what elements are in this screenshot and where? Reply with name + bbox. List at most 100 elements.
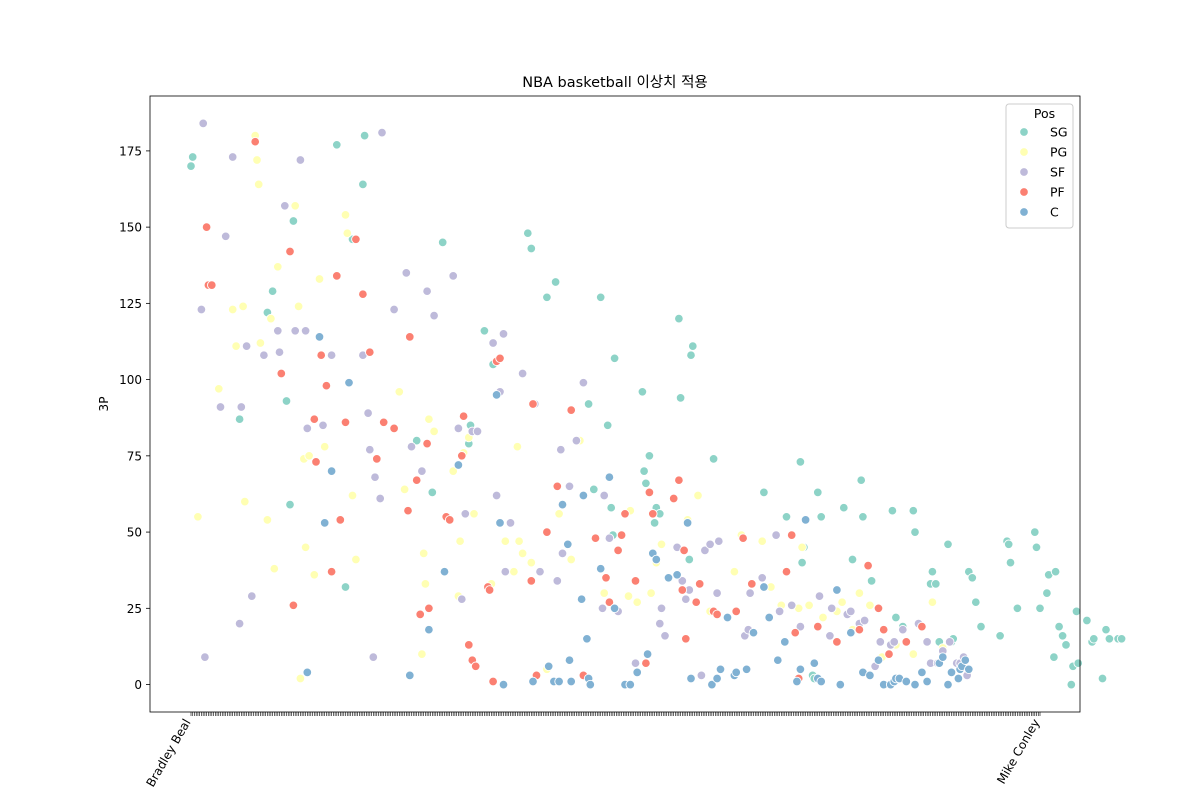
- data-point-sg: [891, 612, 901, 623]
- data-point-sg: [609, 353, 620, 364]
- data-point-pg: [729, 566, 740, 577]
- data-point-pg: [347, 490, 358, 501]
- data-point-c: [663, 573, 674, 583]
- legend-marker-sf: [1019, 167, 1029, 177]
- data-point-pf: [648, 509, 658, 519]
- data-point-sf: [241, 341, 252, 351]
- data-point-sf: [472, 426, 483, 437]
- data-point-pg: [757, 536, 767, 546]
- data-point-c: [405, 670, 415, 681]
- data-point-sg: [187, 152, 198, 162]
- data-point-sg: [649, 518, 660, 528]
- data-point-sf: [429, 310, 439, 321]
- data-point-sf: [597, 603, 608, 614]
- data-point-pg: [656, 539, 667, 550]
- data-point-pf: [668, 493, 679, 504]
- data-point-c: [491, 390, 502, 400]
- data-point-sf: [825, 631, 835, 641]
- data-point-pg: [526, 557, 537, 568]
- data-point-sf: [814, 591, 825, 601]
- data-point-pf: [415, 609, 425, 620]
- data-point-sf: [457, 594, 467, 604]
- data-point-sf: [875, 637, 886, 647]
- data-point-pf: [641, 658, 651, 668]
- data-point-c: [326, 466, 337, 476]
- data-point-pg: [273, 262, 283, 272]
- data-point-pg: [469, 509, 479, 519]
- data-point-pg: [455, 536, 465, 546]
- data-point-sg: [1012, 603, 1023, 614]
- data-point-sf: [786, 600, 797, 611]
- data-point-sg: [795, 457, 806, 467]
- data-point-pf: [276, 368, 287, 379]
- data-point-sg: [1054, 621, 1064, 632]
- data-point-c: [453, 460, 464, 470]
- data-point-pg: [253, 179, 264, 190]
- data-point-pf: [528, 399, 538, 409]
- data-point-sf: [535, 566, 545, 577]
- data-point-c: [835, 679, 846, 690]
- data-point-pg: [314, 274, 325, 284]
- data-point-c: [604, 472, 615, 482]
- legend-label-pf: PF: [1050, 185, 1065, 200]
- data-point-sg: [359, 130, 370, 141]
- data-point-sg: [411, 435, 422, 446]
- y-tick-label: 25: [127, 602, 142, 616]
- data-point-pg: [509, 566, 519, 577]
- data-point-pf: [332, 271, 342, 281]
- legend-label-c: C: [1050, 205, 1059, 220]
- data-point-pf: [674, 475, 684, 485]
- data-point-pf: [832, 637, 842, 647]
- data-point-pg: [290, 201, 300, 211]
- data-point-sf: [578, 377, 589, 388]
- data-point-sg: [479, 326, 490, 336]
- data-point-c: [498, 679, 509, 690]
- data-point-sf: [370, 472, 380, 482]
- data-point-sf: [302, 423, 313, 434]
- data-point-c: [792, 676, 802, 687]
- data-point-c: [528, 676, 538, 687]
- data-point-sg: [967, 573, 978, 583]
- data-point-pg: [554, 509, 564, 519]
- data-point-pg: [309, 570, 320, 580]
- data-point-sg: [910, 527, 920, 537]
- data-point-sf: [696, 670, 707, 681]
- data-point-sf: [556, 444, 566, 455]
- data-point-sg: [267, 286, 278, 296]
- data-point-sg: [1116, 634, 1127, 644]
- data-point-sg: [583, 399, 594, 409]
- y-tick-label: 175: [119, 144, 142, 158]
- data-point-pf: [444, 515, 455, 525]
- data-point-sg: [358, 179, 368, 190]
- data-point-sg: [606, 502, 616, 513]
- data-point-sg: [285, 499, 295, 510]
- data-point-sf: [604, 533, 615, 543]
- data-point-c: [943, 679, 953, 690]
- legend-marker-c: [1019, 207, 1029, 217]
- data-point-c: [780, 637, 790, 647]
- data-point-sg: [644, 451, 655, 461]
- data-point-pf: [691, 597, 701, 607]
- data-point-pg: [255, 338, 266, 348]
- data-point-sf: [500, 566, 511, 577]
- data-point-sf: [453, 423, 464, 434]
- data-point-c: [759, 582, 769, 592]
- data-point-sg: [1057, 631, 1068, 641]
- data-point-pf: [422, 438, 432, 449]
- data-point-sf: [705, 539, 715, 550]
- data-point-sf: [757, 573, 767, 583]
- data-point-pg: [818, 612, 828, 623]
- data-point-pg: [623, 591, 634, 601]
- data-point-pf: [424, 603, 434, 614]
- data-point-pf: [340, 417, 351, 428]
- data-point-c: [651, 554, 662, 565]
- data-point-pg: [269, 563, 280, 574]
- data-point-pf: [365, 347, 375, 357]
- data-point-sg: [1066, 679, 1077, 690]
- data-point-sf: [571, 435, 582, 446]
- data-point-sf: [406, 441, 417, 452]
- data-point-c: [682, 518, 693, 528]
- data-point-sg: [1061, 640, 1071, 650]
